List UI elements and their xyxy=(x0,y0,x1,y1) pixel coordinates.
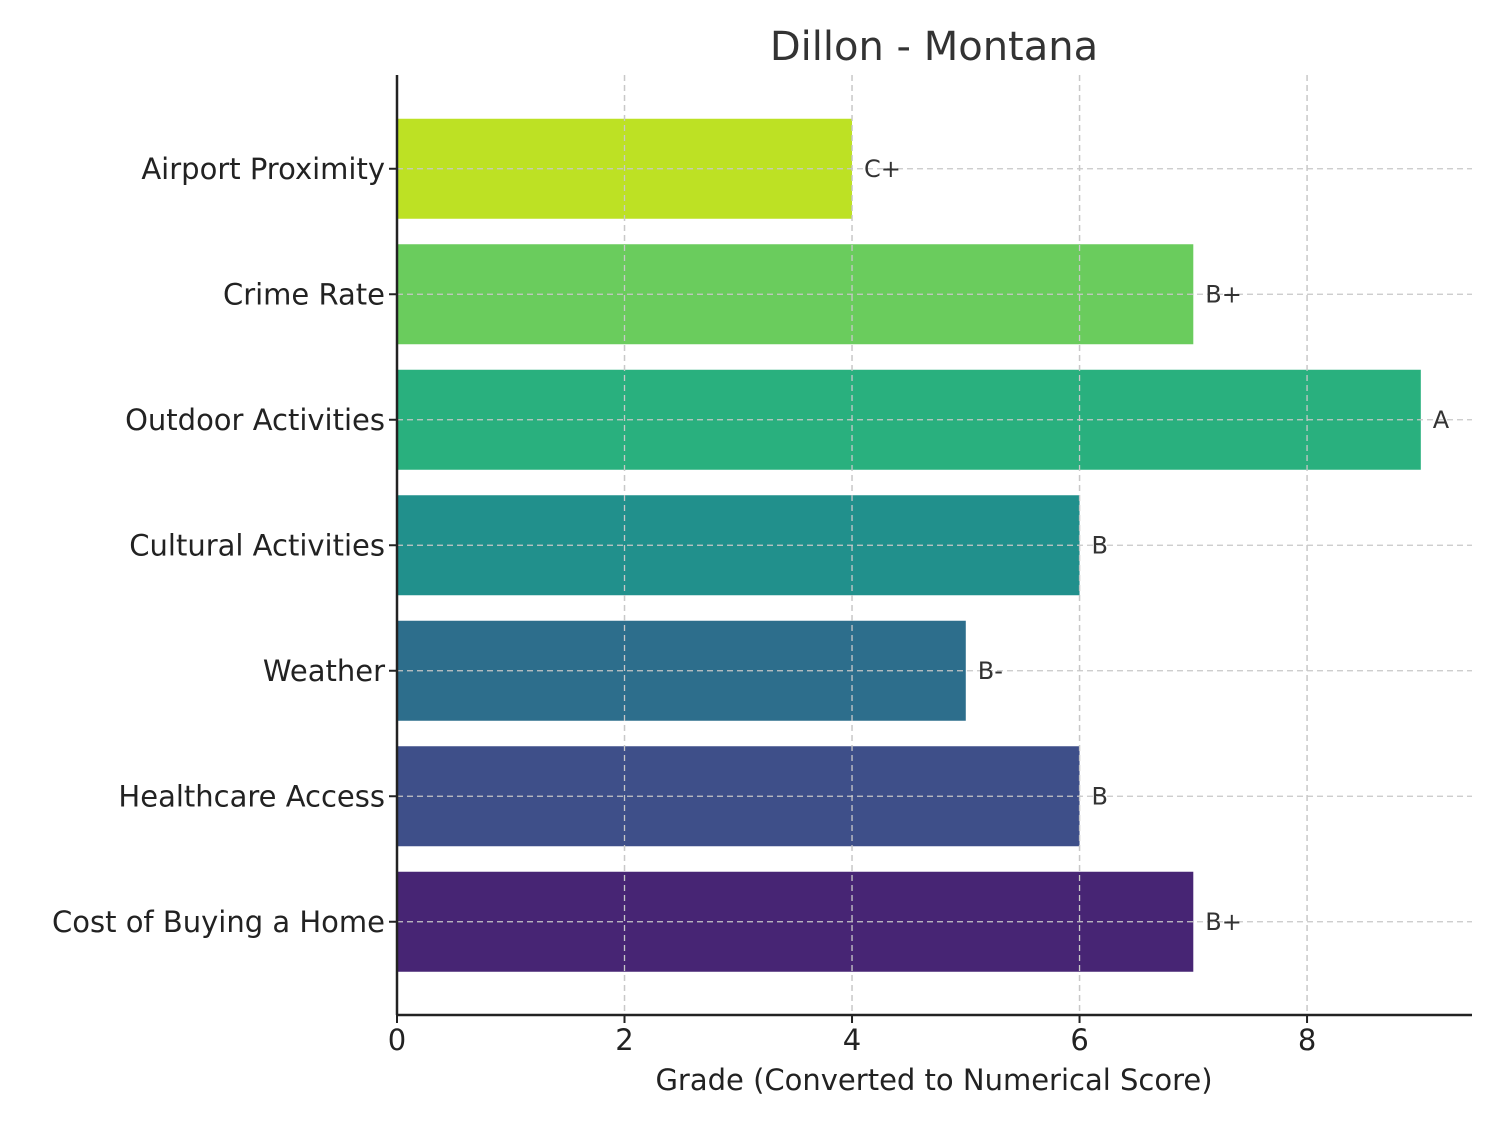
bar-grade-label-4: A xyxy=(1433,406,1450,434)
category-label-3: Cultural Activities xyxy=(129,528,385,562)
x-tick-label-4: 8 xyxy=(1298,1023,1316,1057)
bar-0 xyxy=(397,871,1194,972)
bar-grade-label-2: B- xyxy=(978,657,1003,685)
x-tick-label-1: 2 xyxy=(615,1023,633,1057)
bar-grade-label-5: B+ xyxy=(1205,280,1242,308)
category-label-4: Outdoor Activities xyxy=(125,403,385,437)
bar-grade-label-6: C+ xyxy=(864,155,901,183)
axis-layer: Cost of Buying a Home Healthcare Access We… xyxy=(52,75,1472,1057)
bar-grade-label-0: B+ xyxy=(1205,908,1242,936)
x-tick-label-0: 0 xyxy=(388,1023,406,1057)
bar-grade-label-3: B xyxy=(1092,531,1108,559)
bar-layer: B+ B B- B A B+ C+ xyxy=(397,75,1472,1015)
category-label-2: Weather xyxy=(263,654,385,688)
category-label-5: Crime Rate xyxy=(223,277,385,311)
x-tick-label-2: 4 xyxy=(843,1023,861,1057)
category-label-0: Cost of Buying a Home xyxy=(52,905,385,939)
bar-grade-label-1: B xyxy=(1092,782,1108,810)
x-axis-label: Grade (Converted to Numerical Score) xyxy=(655,1063,1212,1097)
bar-5 xyxy=(397,244,1194,345)
category-label-6: Airport Proximity xyxy=(141,152,385,186)
x-tick-label-3: 6 xyxy=(1070,1023,1088,1057)
category-label-1: Healthcare Access xyxy=(118,779,385,813)
chart-title: Dillon - Montana xyxy=(770,24,1098,70)
